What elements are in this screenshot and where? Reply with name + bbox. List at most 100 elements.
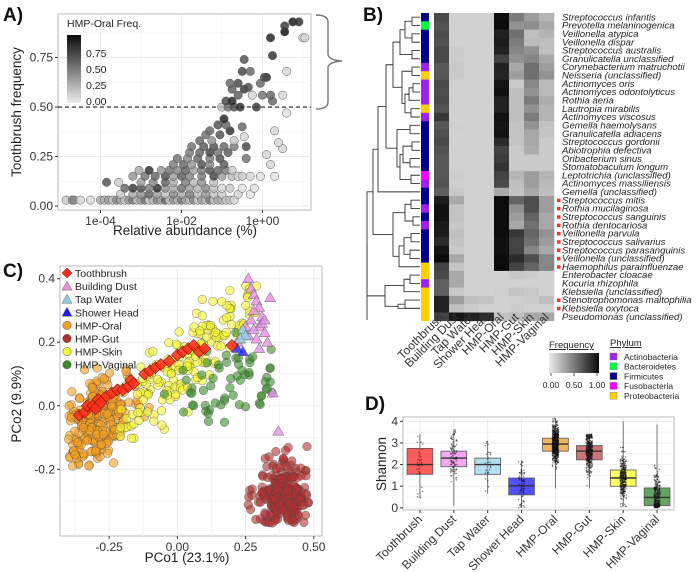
jitter-point <box>589 457 592 459</box>
jitter-point <box>552 443 554 446</box>
panel-b-label: B) <box>363 5 383 26</box>
jitter-point <box>552 442 554 444</box>
panel-a-colorbar <box>67 35 81 103</box>
data-point <box>270 515 280 525</box>
jitter-point <box>654 476 657 478</box>
data-point <box>300 33 310 43</box>
jitter-point <box>621 479 623 482</box>
panel-a-legend: HMP-Oral Freq. 0.75 0.50 0.25 0.00 <box>67 18 141 108</box>
legend-label: Tap Water <box>75 294 123 306</box>
jitter-point <box>557 453 559 456</box>
jitter-point <box>588 436 590 438</box>
phylum-cell <box>421 104 429 114</box>
jitter-point <box>585 435 588 437</box>
jitter-point <box>554 439 556 442</box>
jitter-point <box>557 429 560 431</box>
heatmap-cell <box>464 295 480 305</box>
jitter-point <box>619 465 622 467</box>
dendrogram-branch <box>366 191 385 297</box>
jitter-point <box>420 441 422 443</box>
jitter-point <box>450 471 452 474</box>
jitter-point <box>622 492 625 494</box>
jitter-point <box>619 503 622 505</box>
jitter-point <box>487 451 489 453</box>
phylum-legend-label: Bacteroidetes <box>624 362 676 372</box>
legend-label: HMP-Skin <box>75 347 122 359</box>
heatmap-cell <box>494 287 510 297</box>
heatmap-cell <box>494 21 510 30</box>
panel-a-legend-title: HMP-Oral Freq. <box>67 18 141 30</box>
row-label: Granulicatella unclassified <box>562 54 674 65</box>
jitter-point <box>586 433 589 436</box>
heatmap-cell <box>449 304 465 313</box>
phylum-cell <box>421 71 429 80</box>
jitter-point <box>557 462 559 464</box>
dendrogram-branch <box>411 141 420 151</box>
heatmap-cell <box>539 237 555 247</box>
heatmap-cell <box>434 146 450 155</box>
data-point <box>280 446 291 456</box>
jitter-point <box>623 463 626 465</box>
data-point <box>126 433 137 443</box>
jitter-point <box>484 444 486 447</box>
jitter-point <box>523 506 526 508</box>
jitter-point <box>621 472 623 474</box>
jitter-point <box>421 465 423 467</box>
data-point <box>156 406 167 416</box>
heatmap-cell <box>494 29 510 39</box>
jitter-point <box>518 472 521 474</box>
data-point <box>84 461 94 471</box>
jitter-point <box>657 476 660 478</box>
data-point <box>127 377 141 390</box>
data-point <box>265 363 275 373</box>
row-label: Streptococcus sanguinis <box>562 212 666 223</box>
jitter-point <box>451 469 453 471</box>
data-point <box>297 500 308 510</box>
jitter-point <box>622 474 624 476</box>
heatmap-cell <box>494 13 510 22</box>
jitter-point <box>621 446 624 449</box>
jitter-point <box>588 455 590 458</box>
data-point <box>197 294 207 304</box>
data-point <box>278 90 288 100</box>
jitter-point <box>656 482 658 485</box>
jitter-point <box>619 488 622 491</box>
data-point <box>197 311 207 321</box>
jitter-point <box>585 451 588 454</box>
jitter-point <box>619 460 622 462</box>
phylum-strip <box>421 13 429 322</box>
jitter-point <box>557 456 560 458</box>
jitter-point <box>556 459 558 462</box>
jitter-point <box>588 451 591 454</box>
jitter-point <box>586 476 589 479</box>
heatmap-cell <box>494 270 510 280</box>
phylum-cell <box>421 254 429 263</box>
data-point <box>102 177 112 187</box>
jitter-point <box>419 452 421 455</box>
jitter-point <box>454 446 456 448</box>
heatmap-cell <box>494 71 510 80</box>
marker-dot <box>557 240 561 244</box>
marker-dot <box>557 223 561 228</box>
data-point <box>271 464 281 474</box>
jitter-point <box>590 451 592 453</box>
jitter-point <box>556 420 558 422</box>
jitter-point <box>656 499 659 501</box>
jitter-point <box>453 467 455 469</box>
heatmap-cell <box>449 71 465 80</box>
heatmap-cell <box>524 287 540 297</box>
jitter-point <box>487 443 489 446</box>
jitter-point <box>416 468 418 471</box>
data-point <box>210 398 220 408</box>
jitter-point <box>585 439 588 442</box>
heatmap-cell <box>539 137 555 147</box>
x-tick-label: 1e-04 <box>85 214 116 228</box>
data-point <box>274 138 284 148</box>
frequency-legend-label: 0.50 <box>566 380 583 390</box>
heatmap-cell <box>434 179 450 189</box>
data-point <box>257 90 267 100</box>
data-point <box>92 363 102 373</box>
data-point <box>225 383 235 393</box>
heatmap-cell <box>434 29 450 39</box>
heatmap-cell <box>464 212 480 222</box>
